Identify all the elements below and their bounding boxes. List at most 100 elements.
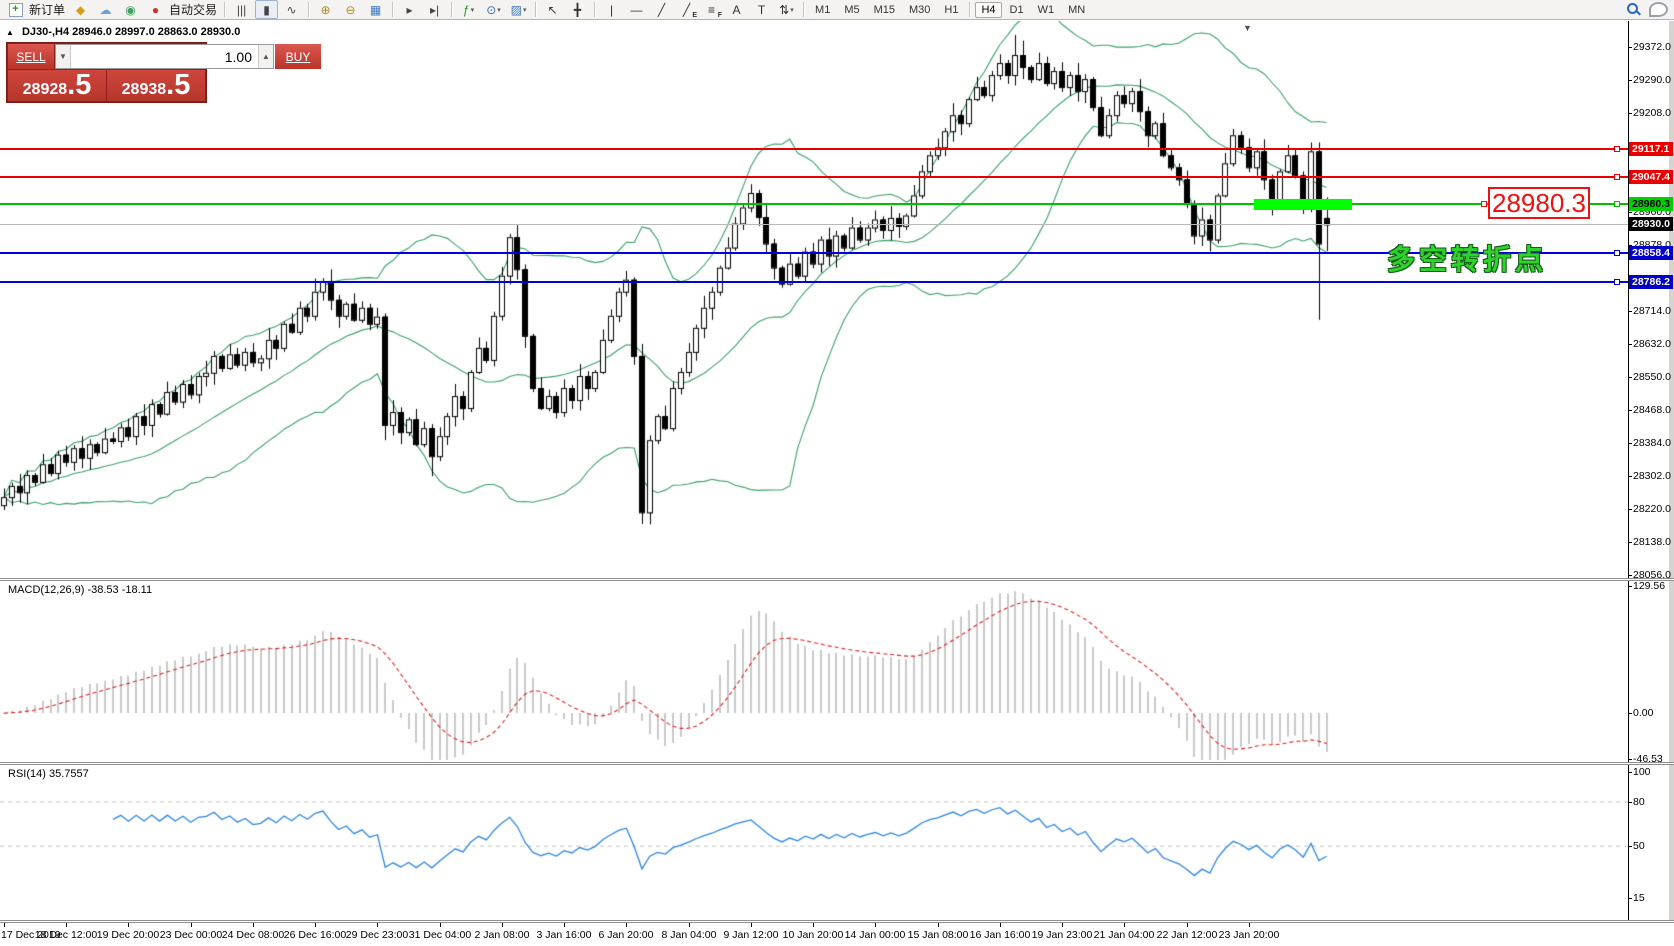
one-click-trading-panel: SELL ▼ ▲ BUY 28928.5 28938.5 bbox=[6, 42, 321, 103]
timeframe-m1[interactable]: M1 bbox=[815, 3, 831, 16]
toolbar-separator bbox=[535, 2, 537, 17]
price-tick-label: 28960.0 bbox=[1633, 206, 1671, 218]
price-tick-label: 29290.0 bbox=[1633, 74, 1671, 86]
history-center-icon[interactable]: ◆ bbox=[75, 2, 86, 17]
timeframe-m15[interactable]: M15 bbox=[873, 3, 895, 16]
vertical-line-icon[interactable]: | bbox=[609, 2, 614, 17]
line-chart-icon[interactable]: ∿ bbox=[286, 2, 297, 17]
timeframe-m5[interactable]: M5 bbox=[844, 3, 860, 16]
volume-decrease-button[interactable]: ▼ bbox=[56, 45, 71, 68]
equidistant-channel-icon[interactable]: ╱ E bbox=[682, 2, 698, 20]
price-axis-badge: 29117.1 bbox=[1629, 142, 1673, 156]
time-tick-label: 26 Dec 16:00 bbox=[283, 929, 347, 941]
zoom-in-icon[interactable]: ⊕ bbox=[320, 2, 331, 17]
panel-splitter[interactable] bbox=[0, 920, 1674, 923]
time-tick bbox=[689, 923, 690, 927]
timeframe-w1[interactable]: W1 bbox=[1037, 3, 1055, 16]
templates-dropdown-icon[interactable]: ▨ ▾ bbox=[510, 2, 527, 17]
volume-increase-button[interactable]: ▲ bbox=[258, 45, 273, 68]
price-axis-badge: 28786.2 bbox=[1629, 275, 1673, 289]
text-icon[interactable]: A bbox=[732, 2, 741, 17]
search-icon bbox=[1626, 2, 1641, 17]
toolbar-separator bbox=[594, 2, 596, 17]
collapse-panel-arrow-icon[interactable]: ▲ bbox=[6, 28, 14, 37]
time-tick bbox=[1000, 923, 1001, 927]
fibonacci-icon[interactable]: ≡ F bbox=[708, 2, 723, 20]
rsi-tick-label: 80 bbox=[1633, 796, 1645, 808]
toolbar-separator bbox=[308, 2, 310, 17]
new-order-label[interactable]: 新订单 bbox=[29, 3, 66, 17]
zoom-out-icon[interactable]: ⊖ bbox=[345, 2, 356, 17]
time-tick bbox=[377, 923, 378, 927]
data-window-icon[interactable]: ☁ bbox=[99, 2, 112, 17]
rsi-panel-canvas[interactable] bbox=[0, 765, 1628, 920]
sell-price-display[interactable]: 28928.5 bbox=[8, 70, 106, 101]
chat-icon bbox=[1649, 2, 1668, 17]
navigator-icon[interactable]: ◉ bbox=[125, 2, 136, 17]
volume-input[interactable] bbox=[71, 45, 258, 68]
price-tick-label: 28714.0 bbox=[1633, 305, 1671, 317]
time-tick-label: 17 Dec 2019 bbox=[1, 929, 61, 941]
panel-splitter[interactable] bbox=[0, 762, 1674, 765]
sell-button[interactable]: SELL bbox=[8, 44, 54, 69]
cursor-icon[interactable]: ↖ bbox=[547, 2, 558, 17]
price-tick-label: 28138.0 bbox=[1633, 536, 1671, 548]
time-tick bbox=[1124, 923, 1125, 927]
time-tick-label: 14 Jan 00:00 bbox=[844, 929, 906, 941]
timeframe-h4[interactable]: H4 bbox=[975, 1, 1002, 18]
time-tick-label: 16 Jan 16:00 bbox=[969, 929, 1031, 941]
timeframe-mn[interactable]: MN bbox=[1068, 3, 1086, 16]
new-order-icon[interactable]: + bbox=[4, 0, 27, 19]
rsi-tick-label: 50 bbox=[1633, 840, 1645, 852]
time-tick bbox=[191, 923, 192, 927]
time-tick-label: 31 Dec 04:00 bbox=[408, 929, 472, 941]
macd-panel-canvas[interactable] bbox=[0, 581, 1628, 762]
time-tick-label: 2 Jan 08:00 bbox=[474, 929, 530, 941]
tile-windows-icon[interactable]: ▦ bbox=[369, 2, 382, 17]
time-tick-label: 3 Jan 16:00 bbox=[536, 929, 592, 941]
time-tick-label: 18 Dec 12:00 bbox=[34, 929, 98, 941]
timeframe-d1[interactable]: D1 bbox=[1009, 3, 1024, 16]
price-tick-label: 28302.0 bbox=[1633, 470, 1671, 482]
timeframe-m30[interactable]: M30 bbox=[909, 3, 931, 16]
time-tick bbox=[813, 923, 814, 927]
candlestick-chart-icon[interactable]: ▮ bbox=[255, 0, 279, 19]
price-axis-badge: 28980.3 bbox=[1629, 197, 1673, 211]
text-label-icon[interactable]: T bbox=[757, 2, 766, 17]
buy-price-display[interactable]: 28938.5 bbox=[107, 70, 205, 101]
timeframe-h1[interactable]: H1 bbox=[944, 3, 959, 16]
horizontal-line-icon[interactable]: — bbox=[630, 2, 643, 17]
main-chart-canvas[interactable] bbox=[0, 21, 1628, 578]
key-price-callout[interactable]: 28980.3 bbox=[1481, 187, 1590, 219]
autotrading-icon[interactable]: ● bbox=[151, 2, 160, 17]
buy-button[interactable]: BUY bbox=[275, 44, 321, 69]
time-tick-label: 23 Jan 20:00 bbox=[1218, 929, 1280, 941]
time-tick bbox=[315, 923, 316, 927]
toolbar-separator bbox=[392, 2, 394, 17]
time-tick bbox=[1249, 923, 1250, 927]
auto-scroll-icon[interactable]: ▸ bbox=[406, 2, 413, 17]
crosshair-icon[interactable]: ╋ bbox=[573, 2, 582, 17]
time-tick-label: 19 Jan 23:00 bbox=[1031, 929, 1093, 941]
bar-chart-icon[interactable]: ||| bbox=[236, 2, 247, 17]
indicators-dropdown-icon[interactable]: ƒ ▾ bbox=[462, 2, 475, 17]
trendline-icon[interactable]: ╱ bbox=[657, 2, 666, 17]
time-tick-label: 19 Dec 20:00 bbox=[96, 929, 160, 941]
time-tick-label: 29 Dec 23:00 bbox=[345, 929, 409, 941]
time-axis[interactable]: 17 Dec 2019 18 Dec 12:00 19 Dec 20:00 23 De… bbox=[0, 923, 1674, 946]
chart-shift-icon[interactable]: ▸| bbox=[429, 2, 440, 17]
time-tick bbox=[875, 923, 876, 927]
volume-stepper: ▼ ▲ bbox=[55, 44, 274, 69]
turning-point-annotation[interactable]: 多空转折点 bbox=[1387, 244, 1548, 275]
scroll-to-end-marker-icon: ▼ bbox=[1243, 23, 1252, 33]
arrows-dropdown-icon[interactable]: ⇅ ▾ bbox=[779, 2, 794, 17]
time-tick bbox=[626, 923, 627, 927]
time-tick bbox=[440, 923, 441, 927]
autotrading-label[interactable]: 自动交易 bbox=[169, 3, 218, 17]
time-tick bbox=[253, 923, 254, 927]
periods-dropdown-icon[interactable]: ⊙ ▾ bbox=[486, 2, 501, 17]
panel-splitter[interactable] bbox=[0, 578, 1674, 581]
chat-icon[interactable] bbox=[1647, 0, 1670, 19]
search-icon[interactable] bbox=[1622, 0, 1645, 19]
